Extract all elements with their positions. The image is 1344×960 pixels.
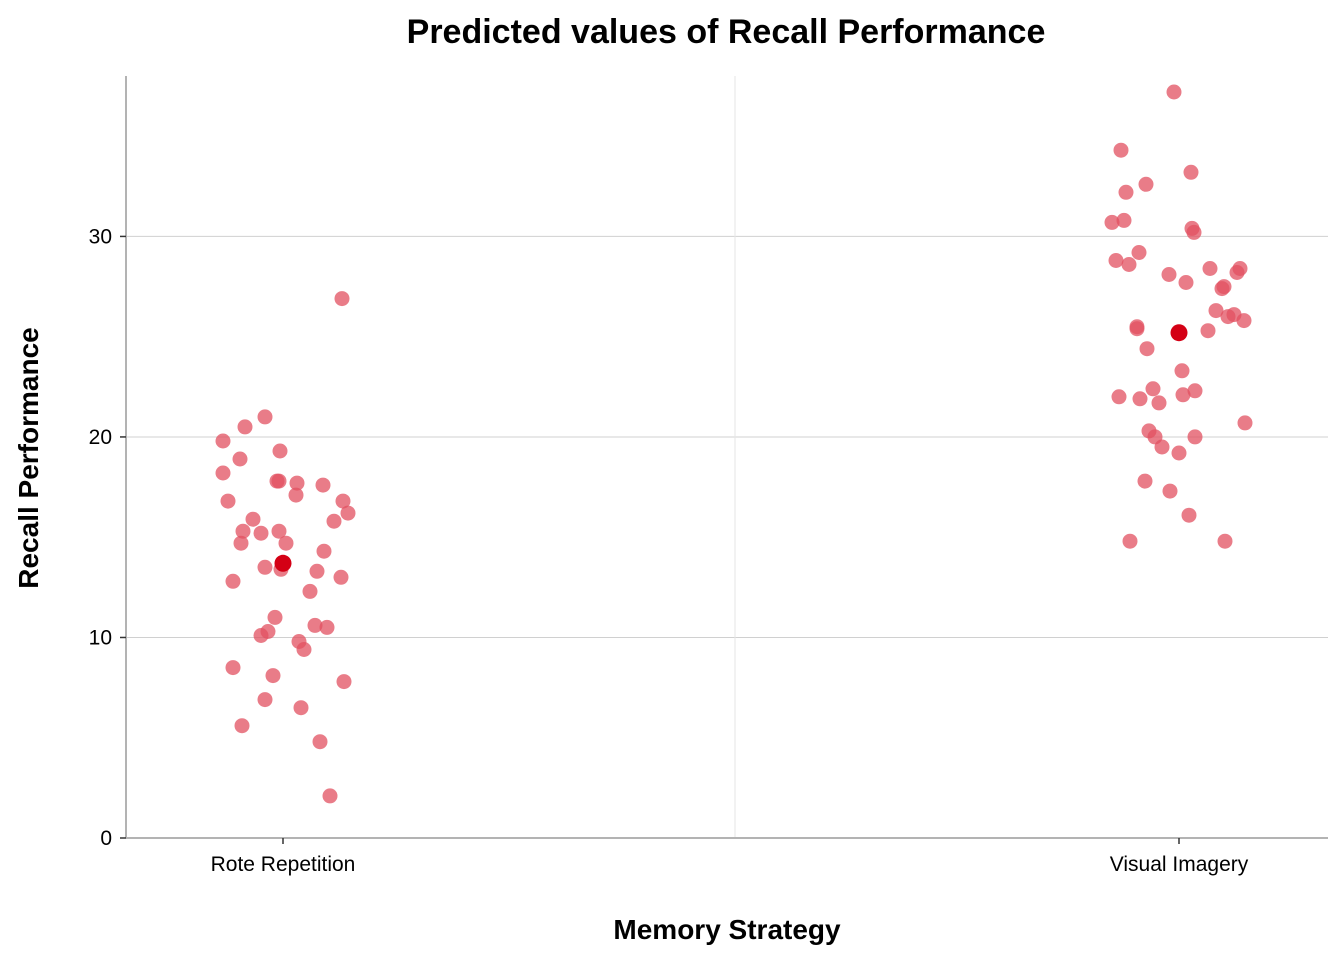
observed-point xyxy=(309,563,325,579)
observed-point xyxy=(1181,507,1197,523)
observed-point xyxy=(215,465,231,481)
observed-point xyxy=(1132,391,1148,407)
observed-point xyxy=(1104,214,1120,230)
observed-point xyxy=(1178,275,1194,290)
observed-point xyxy=(1237,415,1253,431)
observed-point xyxy=(340,505,356,521)
observed-point xyxy=(1161,267,1177,282)
observed-point xyxy=(1129,321,1145,337)
observed-point xyxy=(1145,381,1161,397)
observed-point xyxy=(293,700,309,716)
y-tick-label: 0 xyxy=(100,827,112,850)
y-tick-label: 30 xyxy=(89,225,112,248)
observed-point xyxy=(336,674,352,690)
observed-point xyxy=(333,569,349,585)
observed-point xyxy=(267,609,283,625)
predicted-point xyxy=(1170,324,1188,342)
observed-point xyxy=(319,619,335,635)
observed-point xyxy=(232,451,248,467)
observed-point xyxy=(1202,261,1218,276)
observed-point xyxy=(1138,176,1154,192)
observed-point xyxy=(257,559,273,575)
x-tick-label: Visual Imagery xyxy=(1110,853,1249,876)
observed-point xyxy=(288,487,304,503)
observed-point xyxy=(1186,224,1202,240)
observed-point xyxy=(1187,429,1203,445)
observed-point xyxy=(307,617,323,633)
observed-point xyxy=(257,692,273,708)
observed-point xyxy=(1108,253,1124,268)
observed-point xyxy=(335,493,351,509)
observed-point xyxy=(257,409,273,425)
predicted-points xyxy=(274,324,1188,572)
y-axis-title: Recall Performance xyxy=(13,327,44,588)
observed-point xyxy=(1111,389,1127,405)
observed-point xyxy=(296,642,312,657)
observed-point xyxy=(316,543,332,559)
observed-point xyxy=(1137,473,1153,489)
observed-point xyxy=(1162,483,1178,499)
observed-point xyxy=(215,433,231,449)
observed-point xyxy=(322,788,338,804)
y-axis-ticks: 0 10 20 30 xyxy=(89,225,126,850)
observed-point xyxy=(1131,245,1147,260)
observed-point xyxy=(289,475,305,491)
observed-point xyxy=(1217,533,1233,549)
observed-point xyxy=(245,511,261,527)
observed-point xyxy=(253,525,269,541)
x-tick-label: Rote Repetition xyxy=(211,853,356,876)
observed-point xyxy=(1200,323,1216,339)
x-axis-title: Memory Strategy xyxy=(613,914,841,945)
grid-lines xyxy=(126,76,1328,838)
observed-point xyxy=(1171,445,1187,461)
observed-point xyxy=(1216,279,1232,295)
observed-point xyxy=(302,583,318,599)
observed-point xyxy=(1139,341,1155,357)
y-tick-label: 20 xyxy=(89,426,112,449)
observed-point xyxy=(225,660,241,676)
observed-point xyxy=(1113,142,1129,158)
observed-point xyxy=(312,734,328,750)
observed-point xyxy=(1121,257,1137,272)
observed-point xyxy=(1187,383,1203,399)
axes xyxy=(125,76,1328,839)
observed-point xyxy=(315,477,331,493)
observed-point xyxy=(1175,387,1191,403)
observed-point xyxy=(1232,261,1248,276)
observed-point xyxy=(220,493,236,509)
observed-point xyxy=(1118,184,1134,200)
observed-point xyxy=(225,573,241,589)
observed-point xyxy=(1151,395,1167,411)
observed-point xyxy=(233,535,249,551)
observed-point xyxy=(1183,164,1199,180)
observed-point xyxy=(1208,303,1224,319)
observed-point xyxy=(1154,439,1170,455)
observed-point xyxy=(260,624,276,639)
observed-point xyxy=(326,513,342,529)
observed-point xyxy=(235,523,251,539)
chart-title: Predicted values of Recall Performance xyxy=(407,13,1046,51)
observed-point xyxy=(1174,363,1190,379)
observed-point xyxy=(1116,212,1132,228)
observed-point xyxy=(1166,84,1182,100)
observed-point xyxy=(272,443,288,459)
observed-point xyxy=(265,668,281,684)
y-tick-label: 10 xyxy=(89,626,112,649)
observed-point xyxy=(271,523,287,539)
observed-point xyxy=(1236,313,1252,329)
observed-points xyxy=(215,84,1253,804)
observed-point xyxy=(237,419,253,435)
x-axis-ticks: Rote Repetition Visual Imagery xyxy=(211,838,1249,876)
predicted-point xyxy=(274,554,292,572)
observed-point xyxy=(1122,533,1138,549)
observed-point xyxy=(278,535,294,551)
observed-point xyxy=(234,718,250,734)
observed-point xyxy=(271,473,287,489)
observed-point xyxy=(334,291,350,307)
